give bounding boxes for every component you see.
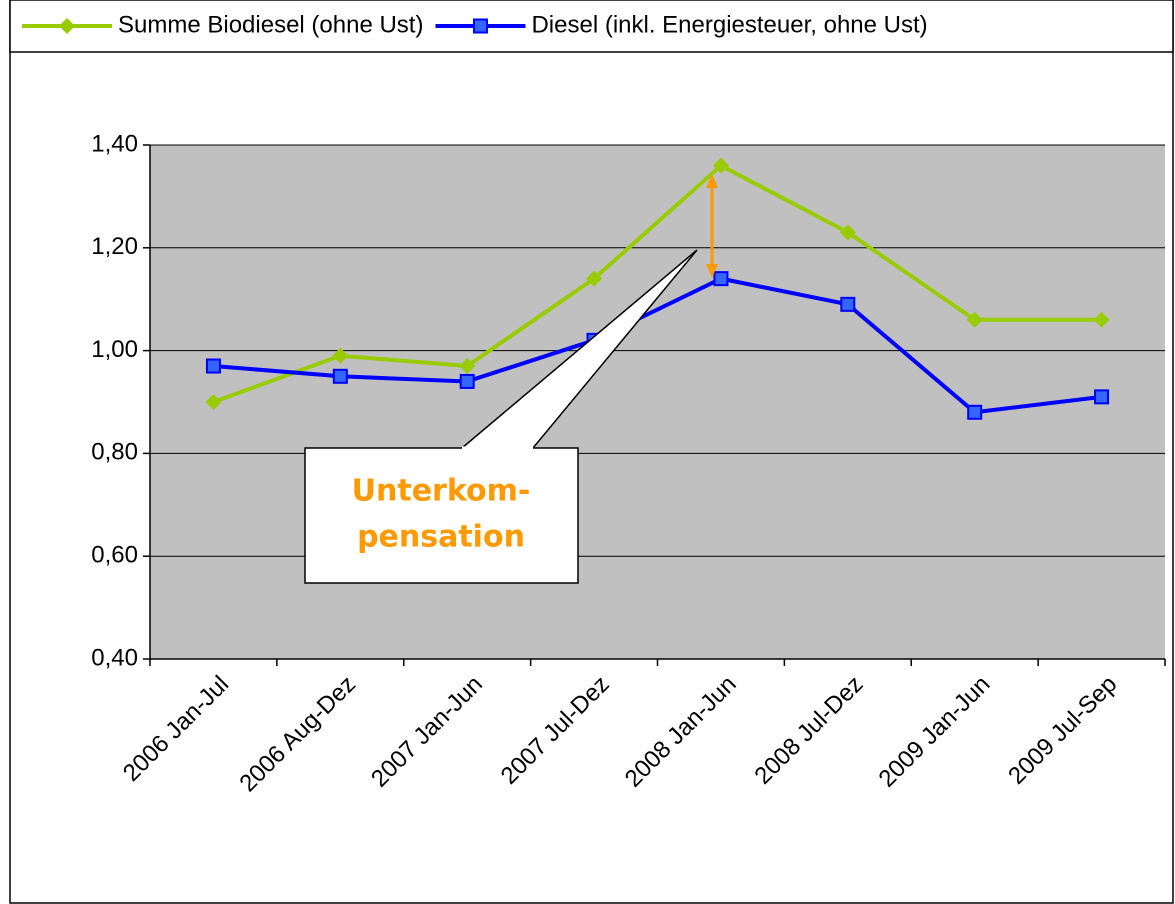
legend-label: Summe Biodiesel (ohne Ust) bbox=[118, 11, 423, 38]
legend-label: Diesel (inkl. Energiesteuer, ohne Ust) bbox=[531, 11, 927, 38]
marker bbox=[839, 224, 856, 241]
marker bbox=[205, 394, 222, 410]
annotation-line: pensation bbox=[357, 520, 525, 555]
callout-box bbox=[304, 447, 579, 584]
marker bbox=[1094, 389, 1110, 405]
y-tick-label: 1,00 bbox=[91, 336, 138, 363]
y-tick-label: 0,80 bbox=[91, 439, 138, 466]
marker bbox=[586, 270, 603, 287]
marker bbox=[966, 311, 983, 328]
legend-item: Diesel (inkl. Energiesteuer, ohne Ust) bbox=[435, 11, 928, 38]
marker bbox=[459, 373, 475, 389]
legend-box bbox=[9, 0, 1174, 53]
y-tick-label: 1,20 bbox=[91, 233, 138, 260]
marker bbox=[712, 157, 729, 174]
marker bbox=[332, 347, 349, 364]
y-tick-label: 0,40 bbox=[91, 644, 138, 671]
marker bbox=[840, 296, 856, 312]
legend-item: Summe Biodiesel (ohne Ust) bbox=[22, 11, 423, 38]
legend-marker bbox=[472, 18, 488, 34]
series-line bbox=[212, 163, 1102, 404]
marker bbox=[205, 358, 221, 374]
marker bbox=[713, 271, 729, 287]
y-tick-label: 1,40 bbox=[91, 130, 138, 157]
annotation-line: Unterkom- bbox=[352, 474, 531, 509]
arrow-head bbox=[706, 264, 718, 278]
arrow-head bbox=[706, 174, 718, 188]
marker bbox=[459, 358, 476, 375]
marker bbox=[332, 368, 348, 384]
gap-arrow bbox=[706, 174, 718, 278]
marker bbox=[967, 404, 983, 420]
series-line bbox=[213, 276, 1102, 415]
marker bbox=[1093, 311, 1110, 328]
callout: Unterkom- pensation bbox=[304, 249, 698, 584]
legend-marker bbox=[59, 18, 75, 34]
y-tick-label: 0,60 bbox=[91, 542, 138, 569]
